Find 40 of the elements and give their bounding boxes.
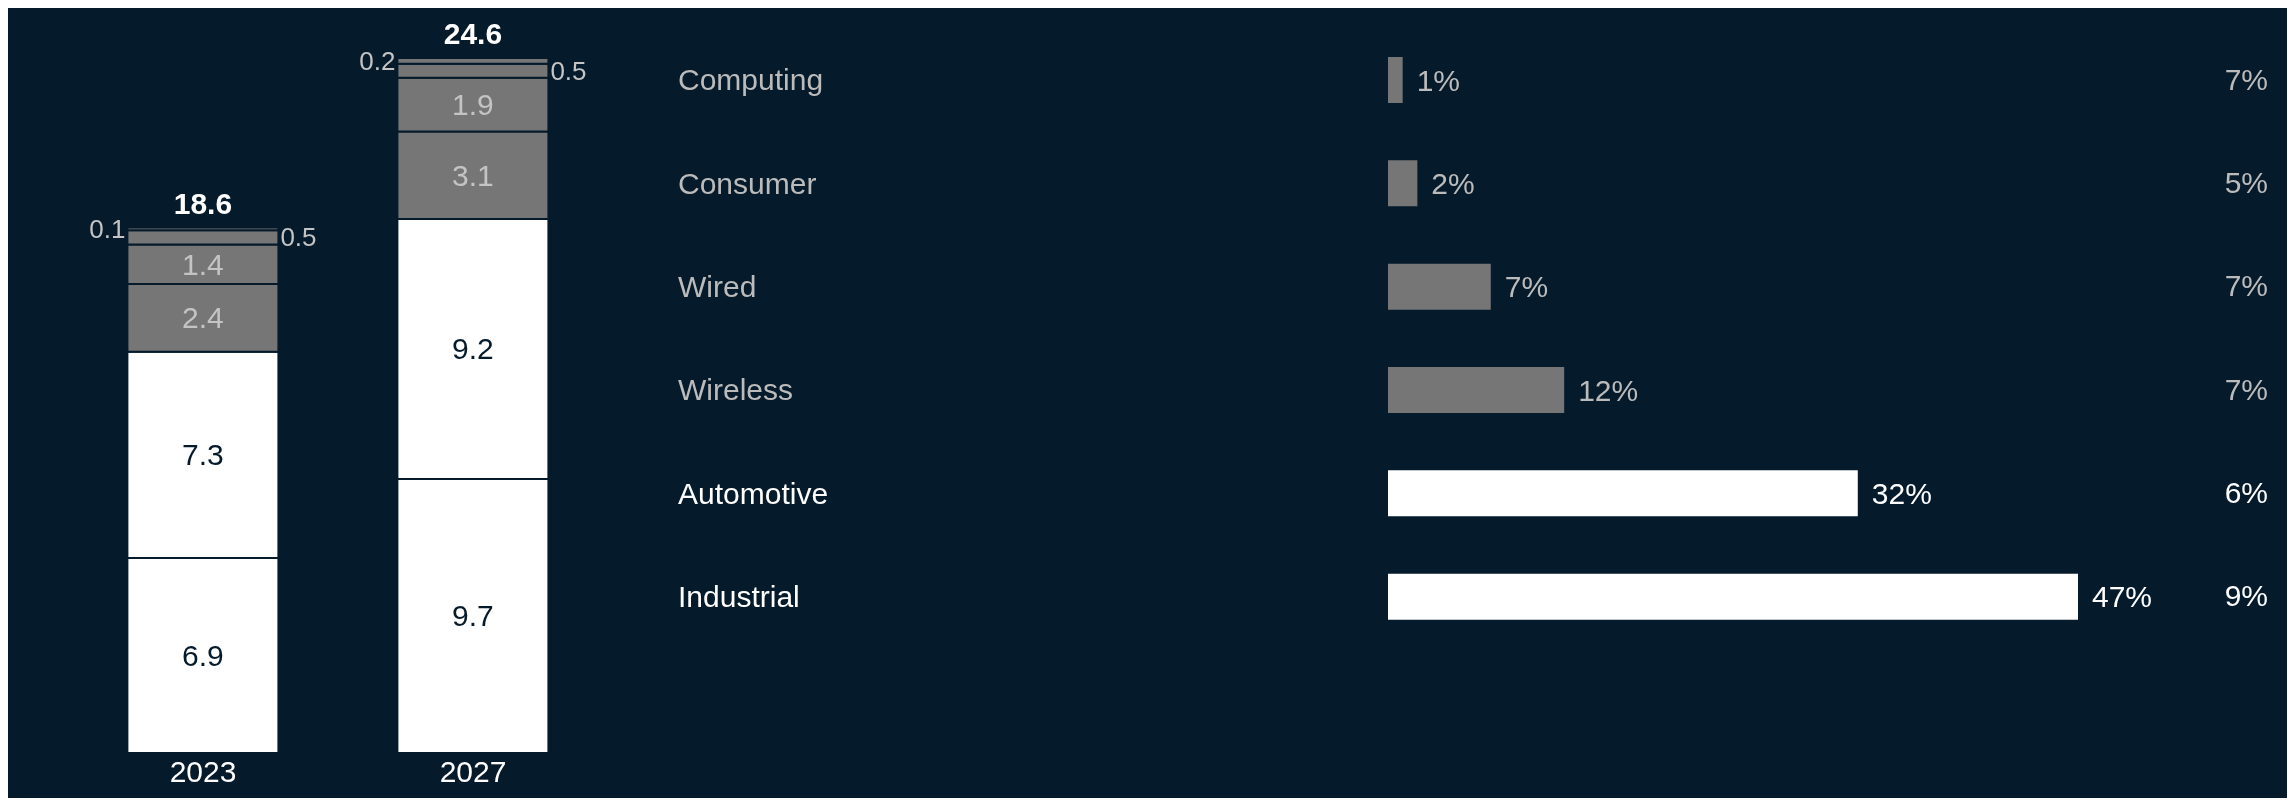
data-label: 7.3 xyxy=(182,438,224,472)
y-tick-label: Automotive xyxy=(678,476,829,510)
data-label: 1.9 xyxy=(452,88,494,122)
data-label: 32% xyxy=(1871,476,1932,510)
y-tick-label: Computing xyxy=(678,63,824,97)
text: 7% xyxy=(2224,371,2268,408)
text: 6% xyxy=(2224,475,2268,511)
total-label: 24.6 xyxy=(443,17,503,50)
total-label: 18.6 xyxy=(173,186,233,220)
x-tick-label: 2027 xyxy=(439,755,507,789)
data-label: 3.1 xyxy=(452,158,494,192)
text: 9% xyxy=(2224,578,2268,615)
data-label: 0.5 xyxy=(280,222,317,253)
data-label: 9.2 xyxy=(452,332,494,366)
data-label: 2% xyxy=(1431,166,1475,200)
bar xyxy=(1388,470,1858,517)
data-label: 0.5 xyxy=(550,55,587,86)
data-label: 2.4 xyxy=(182,301,224,335)
bar xyxy=(1388,367,1565,413)
text: 5% xyxy=(2224,165,2268,201)
x-tick-label: 2023 xyxy=(169,755,237,789)
text: 7% xyxy=(2224,61,2268,98)
data-label: 0.1 xyxy=(89,213,126,244)
bar xyxy=(1388,263,1491,310)
text: 7% xyxy=(2224,268,2268,305)
data-label: 12% xyxy=(1578,373,1639,407)
data-label: 47% xyxy=(2092,580,2153,614)
data-label: 1.4 xyxy=(182,247,224,281)
data-label: 1% xyxy=(1416,63,1461,97)
data-label: 7% xyxy=(1504,270,1549,304)
y-tick-label: Consumer xyxy=(678,166,817,200)
bar xyxy=(1388,573,2078,620)
data-label: 9.7 xyxy=(452,599,494,633)
y-tick-label: Wireless xyxy=(678,373,794,407)
bar xyxy=(1388,57,1403,103)
bar xyxy=(1388,160,1418,207)
data-label: 0.2 xyxy=(359,45,396,76)
data-label: 6.9 xyxy=(182,639,224,673)
y-tick-label: Wired xyxy=(678,269,757,303)
y-tick-label: Industrial xyxy=(678,579,800,613)
